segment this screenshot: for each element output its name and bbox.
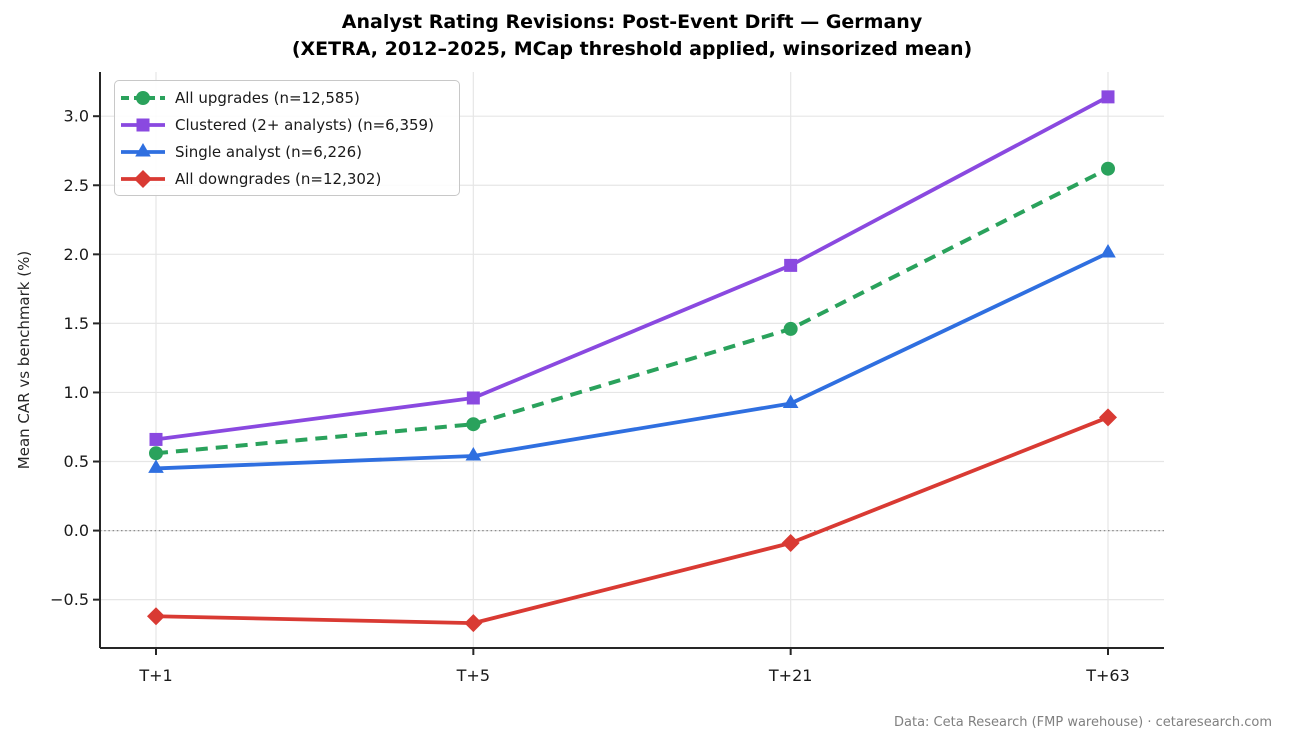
square-marker (136, 118, 150, 131)
y-tick-label: 2.5 (64, 176, 89, 195)
data-source-credit: Data: Ceta Research (FMP warehouse) · ce… (894, 715, 1272, 730)
legend-glyph-triangle (121, 142, 165, 156)
circle-marker (466, 417, 481, 432)
y-tick-label: 3.0 (64, 107, 89, 126)
series-line-0 (155, 166, 1109, 456)
triangle-marker (1100, 243, 1116, 258)
square-marker (466, 391, 480, 405)
diamond-marker (464, 614, 483, 633)
diamond-marker (134, 169, 152, 188)
y-tick-label: 0.0 (64, 521, 89, 540)
y-axis-label: Mean CAR vs benchmark (%) (15, 250, 33, 470)
legend-glyph-diamond (121, 169, 165, 188)
chart-title-line1: Analyst Rating Revisions: Post-Event Dri… (341, 11, 923, 33)
legend-label: All upgrades (n=12,585) (175, 88, 360, 107)
triangle-marker (782, 394, 799, 409)
legend-item-all-downgrades: All downgrades (n=12,302) (120, 165, 451, 192)
series-line-2 (155, 251, 1109, 471)
y-tick-label: 1.5 (64, 314, 89, 333)
y-tick-label: 1.0 (64, 383, 89, 402)
square-marker (784, 258, 798, 272)
circle-marker (136, 90, 150, 105)
circle-marker (1101, 161, 1115, 176)
diamond-marker (147, 607, 165, 626)
x-tick-label: T+5 (456, 666, 490, 685)
chart-title: Analyst Rating Revisions: Post-Event Dri… (0, 9, 1264, 63)
circle-marker (149, 446, 163, 461)
y-tick-label: 0.5 (64, 452, 89, 471)
square-marker (1101, 90, 1115, 104)
legend-label: All downgrades (n=12,302) (175, 169, 382, 188)
triangle-marker (135, 142, 151, 156)
legend: All upgrades (n=12,585) Clustered (2+ an… (114, 80, 460, 196)
triangle-marker (148, 459, 164, 473)
x-tick-label: T+21 (768, 666, 813, 685)
legend-label: Single analyst (n=6,226) (175, 142, 363, 161)
square-marker (149, 432, 163, 446)
chart-title-line2: (XETRA, 2012–2025, MCap threshold applie… (291, 38, 973, 60)
legend-item-all-upgrades: All upgrades (n=12,585) (120, 84, 451, 111)
legend-label: Clustered (2+ analysts) (n=6,359) (175, 115, 434, 134)
legend-item-single-analyst: Single analyst (n=6,226) (120, 138, 451, 165)
y-tick-label: 2.0 (64, 245, 89, 264)
diamond-marker (1099, 408, 1117, 427)
diamond-marker (781, 534, 800, 553)
circle-marker (783, 321, 798, 336)
x-tick-label: T+63 (1085, 666, 1130, 685)
legend-glyph-square (121, 118, 165, 131)
legend-glyph-circle (121, 90, 165, 105)
legend-item-clustered: Clustered (2+ analysts) (n=6,359) (120, 111, 451, 138)
series-line-1 (155, 95, 1109, 442)
triangle-marker (465, 447, 482, 461)
y-tick-label: −0.5 (50, 590, 89, 609)
x-tick-label: T+1 (138, 666, 172, 685)
series-line-3 (155, 415, 1109, 626)
